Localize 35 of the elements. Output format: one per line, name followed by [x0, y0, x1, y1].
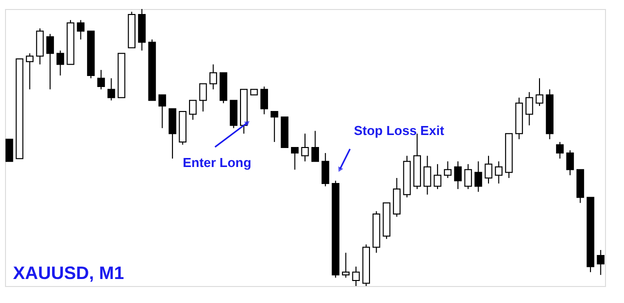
candlestick	[484, 155, 492, 184]
candlestick	[424, 155, 432, 196]
candlestick	[596, 249, 604, 276]
candlestick	[474, 160, 482, 192]
candlestick	[46, 33, 54, 90]
candlestick	[56, 50, 64, 76]
candlestick	[76, 20, 85, 40]
candlestick	[97, 69, 105, 90]
candlestick	[352, 266, 360, 286]
candlestick	[6, 138, 14, 162]
candlestick	[454, 160, 462, 190]
annotation: Stop Loss Exit	[354, 123, 445, 138]
candlestick	[322, 152, 330, 187]
candlestick	[301, 133, 309, 162]
candlestick	[444, 160, 452, 178]
candlestick	[556, 141, 564, 160]
candlestick	[290, 147, 299, 170]
annotation: XAUUSD, M1	[13, 263, 124, 283]
candlestick	[26, 52, 34, 90]
candlestick	[566, 150, 574, 176]
candlestick	[270, 110, 278, 142]
candlestick	[536, 78, 544, 106]
candlestick	[311, 130, 320, 162]
candlestick	[494, 160, 503, 184]
candlestick	[107, 78, 116, 101]
candlestick	[434, 164, 442, 190]
candlestick	[464, 164, 472, 190]
annotation: Enter Long	[182, 155, 252, 170]
candlestick	[260, 86, 268, 115]
candlestick	[189, 100, 197, 120]
candlestick	[199, 83, 207, 112]
candlestick	[209, 64, 218, 90]
candlestick	[525, 92, 534, 126]
candlestick	[158, 94, 166, 129]
candlestick	[342, 252, 350, 278]
